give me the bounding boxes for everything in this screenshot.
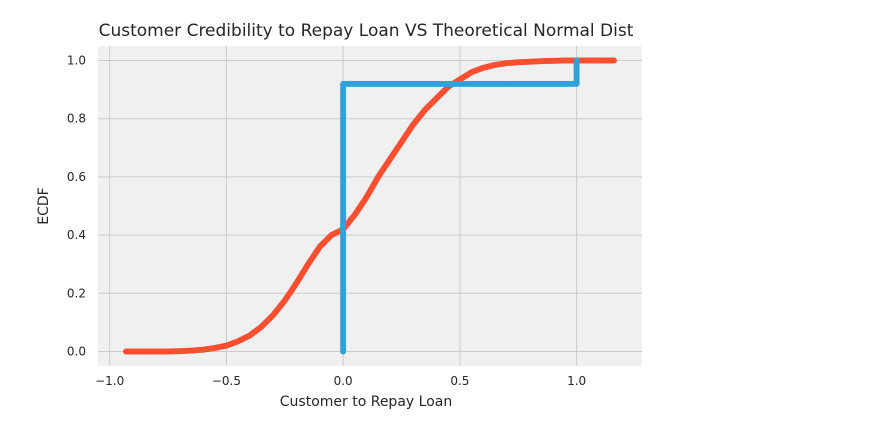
data-point [610,57,617,64]
x-tick-label: 0.0 [334,374,353,388]
x-axis-title: Customer to Repay Loan [280,394,452,410]
data-point [573,57,580,64]
y-axis-title: ECDF [36,187,52,224]
y-tick-labels: 0.0 0.2 0.4 0.6 0.8 1.0 [67,54,86,359]
y-tick-label: 1.0 [67,54,86,68]
data-marks [123,57,617,355]
plot-background [98,46,642,366]
y-tick-label: 0.0 [67,344,86,358]
y-tick-label: 0.6 [67,170,86,184]
x-tick-labels: −1.0 −0.5 0.0 0.5 1.0 [95,374,586,388]
x-tick-label: 1.0 [567,374,586,388]
x-tick-label: 0.5 [450,374,469,388]
y-tick-label: 0.8 [67,112,86,126]
series-2 [340,57,580,355]
x-tick-label: −1.0 [95,374,124,388]
y-tick-label: 0.2 [67,286,86,300]
y-tick-label: 0.4 [67,228,86,242]
x-tick-label: −0.5 [212,374,241,388]
series-1 [123,57,617,355]
chart-title: Customer Credibility to Repay Loan VS Th… [99,21,634,41]
